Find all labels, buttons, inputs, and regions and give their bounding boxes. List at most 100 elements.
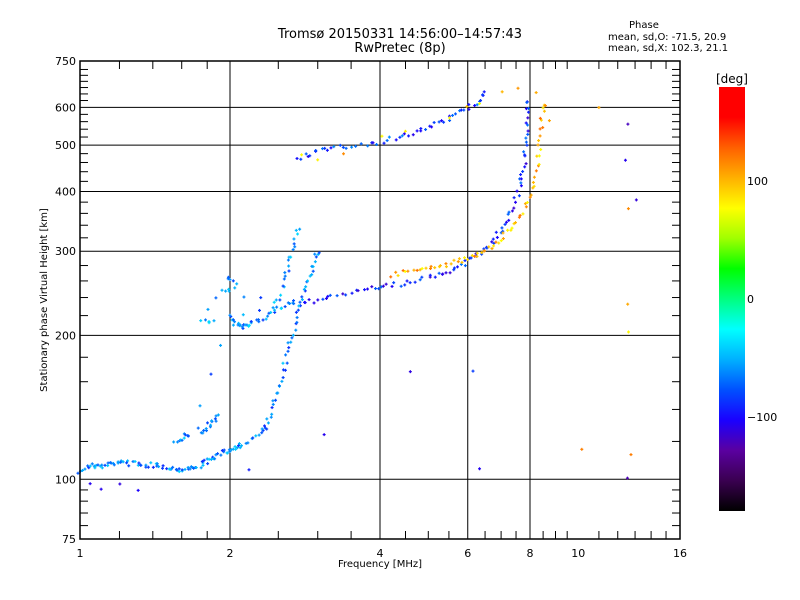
data-point — [512, 196, 516, 200]
data-point — [526, 123, 530, 127]
data-point — [382, 141, 386, 145]
data-point — [389, 275, 393, 279]
data-point — [597, 106, 601, 110]
data-point — [277, 384, 281, 388]
data-point — [516, 86, 520, 90]
x-tick-label: 2 — [227, 547, 234, 560]
data-point — [517, 194, 521, 198]
data-point — [407, 134, 411, 138]
data-point — [459, 262, 463, 266]
colorbar-tick-label: 0 — [747, 293, 754, 306]
data-point — [282, 277, 286, 281]
data-point — [375, 142, 379, 146]
data-point — [292, 302, 296, 306]
data-point — [359, 142, 363, 146]
data-point — [529, 193, 533, 197]
data-point — [402, 132, 406, 136]
data-point — [457, 257, 461, 261]
y-axis-label: Stationary phase Virtual Height [km] — [39, 208, 50, 392]
data-point — [274, 398, 278, 402]
data-point — [626, 330, 630, 334]
data-point — [192, 466, 196, 470]
data-point — [100, 466, 104, 470]
data-point — [451, 113, 455, 117]
data-point — [325, 148, 329, 152]
data-point — [285, 361, 289, 365]
data-point — [272, 300, 276, 304]
data-point — [538, 127, 542, 131]
data-point — [136, 488, 140, 492]
data-point — [266, 314, 270, 318]
data-point — [202, 458, 206, 462]
data-point — [455, 265, 459, 269]
data-point — [412, 268, 416, 272]
data-point — [495, 235, 499, 239]
data-point — [139, 463, 143, 467]
data-point — [180, 468, 184, 472]
data-point — [83, 467, 87, 471]
data-point — [366, 144, 370, 148]
phase-stats-o: mean, sd,O: -71.5, 20.9 — [608, 32, 727, 43]
data-point — [238, 323, 242, 327]
data-point — [479, 98, 483, 102]
data-point — [408, 370, 412, 374]
data-point — [294, 228, 298, 232]
data-point — [400, 134, 404, 138]
data-point — [204, 318, 208, 322]
x-axis-label: Frequency [MHz] — [338, 559, 422, 570]
data-point — [228, 313, 232, 317]
data-point — [344, 293, 348, 297]
data-point — [381, 284, 385, 288]
data-point — [392, 281, 396, 285]
data-point — [323, 146, 327, 150]
data-point — [183, 467, 187, 471]
data-point — [580, 447, 584, 451]
data-point — [311, 269, 315, 273]
data-point — [239, 444, 243, 448]
data-point — [172, 440, 176, 444]
data-point — [116, 460, 120, 464]
data-point — [302, 287, 306, 291]
data-point — [240, 325, 244, 329]
data-point — [497, 241, 501, 245]
data-point — [270, 406, 274, 410]
y-tick-labels: 75 100 200 300 400 500 600 750 — [55, 55, 76, 546]
data-point — [541, 126, 545, 130]
data-point — [279, 293, 283, 297]
data-point — [413, 280, 417, 284]
data-point — [198, 404, 202, 408]
data-point — [419, 127, 423, 131]
y-tick-label: 300 — [55, 245, 76, 258]
data-point — [210, 419, 214, 423]
data-point — [177, 470, 181, 474]
data-point — [297, 304, 301, 308]
data-point — [281, 284, 285, 288]
data-point — [257, 433, 261, 437]
data-point — [354, 144, 358, 148]
data-point — [209, 372, 213, 376]
data-point — [273, 308, 277, 312]
data-point — [161, 466, 165, 470]
data-point — [300, 153, 304, 157]
data-point — [521, 212, 525, 216]
data-point — [507, 218, 511, 222]
data-point — [271, 399, 275, 403]
data-point — [629, 453, 633, 457]
data-point — [537, 139, 541, 143]
phase-stats-o-mean: -71.5 — [671, 32, 698, 43]
chart-title: Tromsø 20150331 14:56:00–14:57:43 — [277, 27, 523, 42]
data-point — [303, 301, 307, 305]
data-point — [444, 262, 448, 266]
data-point — [458, 109, 462, 113]
data-point — [385, 139, 389, 143]
data-point — [481, 93, 485, 97]
data-point — [228, 278, 232, 282]
data-point — [463, 264, 467, 268]
data-point — [524, 121, 528, 125]
data-point — [317, 251, 321, 255]
data-point — [296, 232, 300, 236]
data-point — [535, 154, 539, 158]
data-point — [283, 368, 287, 372]
data-point — [235, 282, 239, 286]
data-point — [441, 272, 445, 276]
